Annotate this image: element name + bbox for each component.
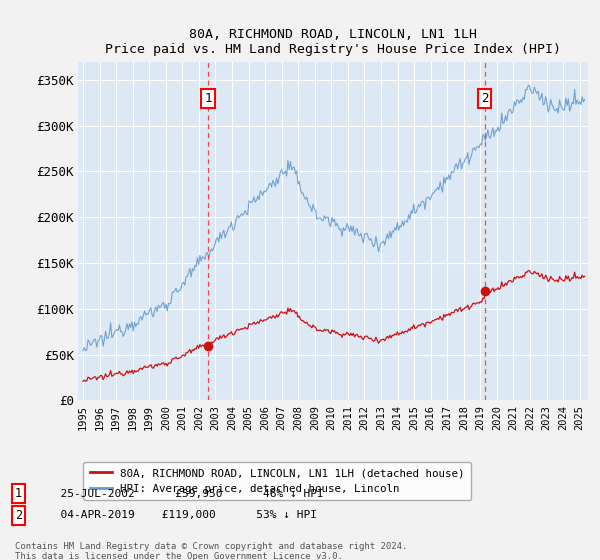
Text: 1: 1 [15,487,22,501]
Text: 1: 1 [205,92,212,105]
Text: Contains HM Land Registry data © Crown copyright and database right 2024.
This d: Contains HM Land Registry data © Crown c… [15,542,407,560]
Text: 04-APR-2019    £119,000      53% ↓ HPI: 04-APR-2019 £119,000 53% ↓ HPI [47,510,317,520]
Legend: 80A, RICHMOND ROAD, LINCOLN, LN1 1LH (detached house), HPI: Average price, detac: 80A, RICHMOND ROAD, LINCOLN, LN1 1LH (de… [83,461,471,500]
Text: 2: 2 [481,92,488,105]
Text: 2: 2 [15,508,22,522]
Title: 80A, RICHMOND ROAD, LINCOLN, LN1 1LH
Price paid vs. HM Land Registry's House Pri: 80A, RICHMOND ROAD, LINCOLN, LN1 1LH Pri… [105,28,561,56]
Text: 25-JUL-2002      £59,950      46% ↓ HPI: 25-JUL-2002 £59,950 46% ↓ HPI [47,489,323,499]
